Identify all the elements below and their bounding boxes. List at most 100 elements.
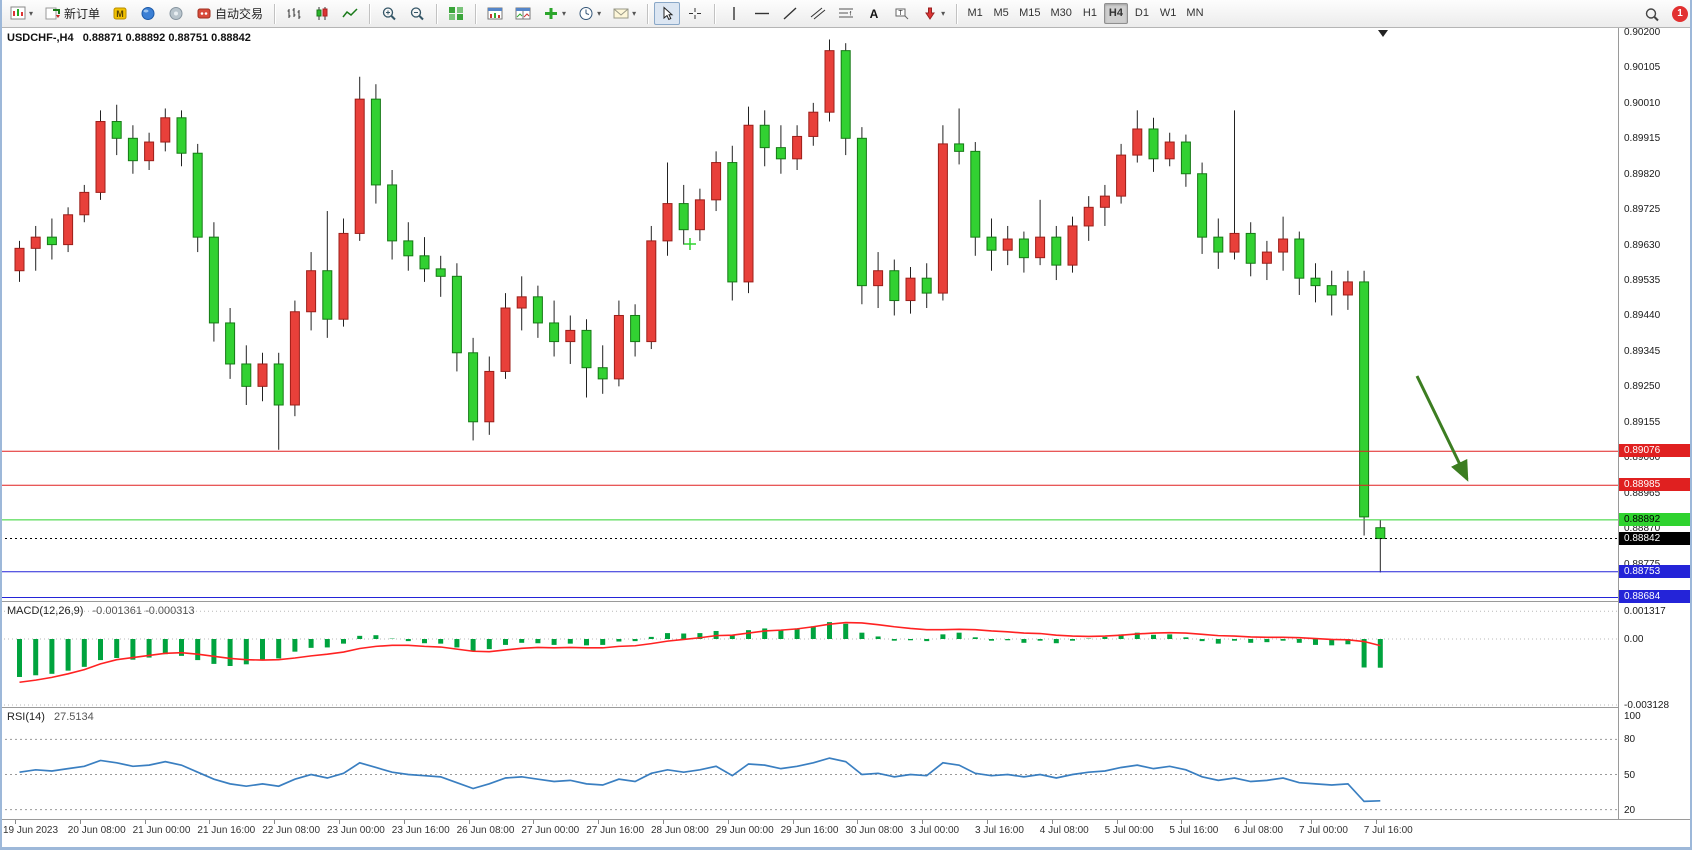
- timeframe-button-w1[interactable]: W1: [1159, 7, 1177, 19]
- equidistant-channel-button[interactable]: [805, 2, 831, 25]
- new-chart-icon: [10, 6, 26, 21]
- macd-axis-label: -0.003128: [1624, 700, 1670, 711]
- price-tick-label: 0.90010: [1624, 97, 1661, 109]
- price-level-badge: 0.88892: [1619, 512, 1692, 526]
- time-label: 29 Jun 00:00: [715, 825, 774, 836]
- vertical-line-button[interactable]: [721, 2, 747, 25]
- svg-text:M: M: [116, 9, 124, 19]
- time-tick: [274, 820, 276, 824]
- templates-button[interactable]: ▾: [608, 2, 641, 25]
- time-label: 22 Jun 08:00: [262, 825, 321, 836]
- price-tick-label: 0.89250: [1624, 381, 1661, 393]
- tile-windows-button[interactable]: [443, 2, 469, 25]
- time-label: 30 Jun 08:00: [845, 825, 904, 836]
- time-label: 6 Jul 08:00: [1234, 825, 1284, 836]
- time-label: 5 Jul 00:00: [1104, 825, 1154, 836]
- timeframe-button-m15[interactable]: M15: [1019, 7, 1041, 19]
- time-axis[interactable]: 19 Jun 2023 20 Jun 08:00 21 Jun 00:00 21 Ju…: [0, 820, 1692, 847]
- panel-separator[interactable]: [0, 707, 1692, 708]
- rsi-axis-label: 80: [1624, 734, 1636, 746]
- time-label: 29 Jun 16:00: [780, 825, 839, 836]
- time-tick: [1116, 820, 1118, 824]
- time-tick: [1051, 820, 1053, 824]
- time-label: 21 Jun 00:00: [132, 825, 191, 836]
- panel-separator[interactable]: [0, 601, 1692, 602]
- trendline-button[interactable]: [777, 2, 803, 25]
- fibonacci-button[interactable]: f: [833, 2, 859, 25]
- time-tick: [598, 820, 600, 824]
- metaeditor-button[interactable]: M: [107, 2, 133, 25]
- timeframe-button-m30[interactable]: M30: [1050, 7, 1072, 19]
- time-label: 23 Jun 00:00: [327, 825, 385, 836]
- search-button[interactable]: [1639, 3, 1665, 26]
- timeframe-button-mn[interactable]: MN: [1186, 7, 1204, 19]
- candlestick-mode-button[interactable]: [309, 2, 335, 25]
- horizontal-line-icon: [754, 6, 770, 21]
- timeframe-button-h4[interactable]: H4: [1103, 3, 1128, 24]
- mql5-community-button[interactable]: [135, 2, 161, 25]
- time-label: 21 Jun 16:00: [197, 825, 256, 836]
- virtual-hosting-icon: [168, 6, 184, 21]
- price-axis[interactable]: 0.90200 0.90105 0.90010 0.89915 0.89820 0.897…: [1618, 28, 1692, 819]
- time-tick: [1375, 820, 1377, 824]
- candlestick-chart[interactable]: [0, 28, 1618, 601]
- chart-symbol-period: USDCHF-,H4: [7, 32, 74, 44]
- autotrading-icon: [196, 6, 212, 21]
- price-tick-label: 0.89630: [1624, 239, 1661, 251]
- window-edge-bottom: [0, 847, 1692, 850]
- autotrading-button[interactable]: 自动交易: [191, 2, 268, 25]
- indicators-icon: [543, 6, 559, 21]
- new-order-button[interactable]: 新订单: [40, 2, 105, 25]
- trend-arrow-annotation[interactable]: [1415, 375, 1469, 482]
- timeframe-button-d1[interactable]: D1: [1134, 7, 1149, 19]
- svg-text:f: f: [850, 12, 852, 18]
- time-tick: [1311, 820, 1312, 824]
- cross-marker-annotation[interactable]: [684, 238, 696, 250]
- bar-chart-mode-button[interactable]: [281, 2, 307, 25]
- time-tick: [468, 820, 470, 824]
- new-chart-button[interactable]: ▾: [5, 2, 38, 25]
- timeframe-button-m5[interactable]: M5: [993, 7, 1009, 19]
- time-label: 23 Jun 16:00: [391, 825, 450, 836]
- arrows-caret-icon: ▾: [941, 8, 946, 18]
- autotrading-label: 自动交易: [215, 7, 264, 21]
- timeframe-button-m1[interactable]: M1: [967, 7, 983, 19]
- time-label: 19 Jun 2023: [3, 825, 59, 836]
- cursor-button[interactable]: [654, 2, 681, 25]
- rsi-panel[interactable]: RSI(14) 27.5134: [0, 708, 1618, 819]
- depth-of-market-button[interactable]: [482, 2, 508, 25]
- time-tick: [209, 820, 211, 824]
- main-chart-panel[interactable]: USDCHF-,H4 0.88871 0.88892 0.88751 0.888…: [0, 28, 1618, 601]
- line-chart-mode-button[interactable]: [337, 2, 363, 25]
- panel-separator[interactable]: [0, 819, 1692, 820]
- time-tick: [792, 820, 794, 824]
- crosshair-button[interactable]: [682, 2, 708, 25]
- data-window-button[interactable]: [510, 2, 536, 25]
- price-tick-label: 0.89915: [1624, 133, 1661, 145]
- periods-icon: [578, 6, 594, 21]
- toolbar-separator: [475, 3, 477, 24]
- time-tick: [79, 820, 81, 824]
- text-label-icon: T: [894, 6, 910, 21]
- macd-name: MACD(12,26,9): [7, 605, 84, 617]
- zoom-in-button[interactable]: [376, 2, 402, 25]
- chart-shift-marker[interactable]: [1378, 30, 1388, 37]
- toolbar-separator: [647, 3, 649, 24]
- text-label-button[interactable]: T: [889, 2, 915, 25]
- virtual-hosting-button[interactable]: [163, 2, 189, 25]
- candlestick-mode-icon: [314, 6, 330, 21]
- time-label: 26 Jun 08:00: [456, 825, 515, 836]
- horizontal-line-button[interactable]: [749, 2, 775, 25]
- templates-icon: [613, 6, 629, 21]
- timeframe-button-h1[interactable]: H1: [1082, 7, 1097, 19]
- text-button[interactable]: A: [861, 2, 887, 25]
- notification-badge[interactable]: 1: [1672, 6, 1688, 22]
- indicators-button[interactable]: ▾: [538, 2, 571, 25]
- zoom-out-button[interactable]: [404, 2, 430, 25]
- time-tick: [403, 820, 405, 824]
- indicators-caret-icon: ▾: [562, 8, 567, 18]
- periods-button[interactable]: ▾: [573, 2, 606, 25]
- arrows-button[interactable]: ▾: [917, 2, 950, 25]
- macd-panel[interactable]: MACD(12,26,9) -0.001361 -0.000313: [0, 602, 1618, 707]
- time-tick: [533, 820, 535, 824]
